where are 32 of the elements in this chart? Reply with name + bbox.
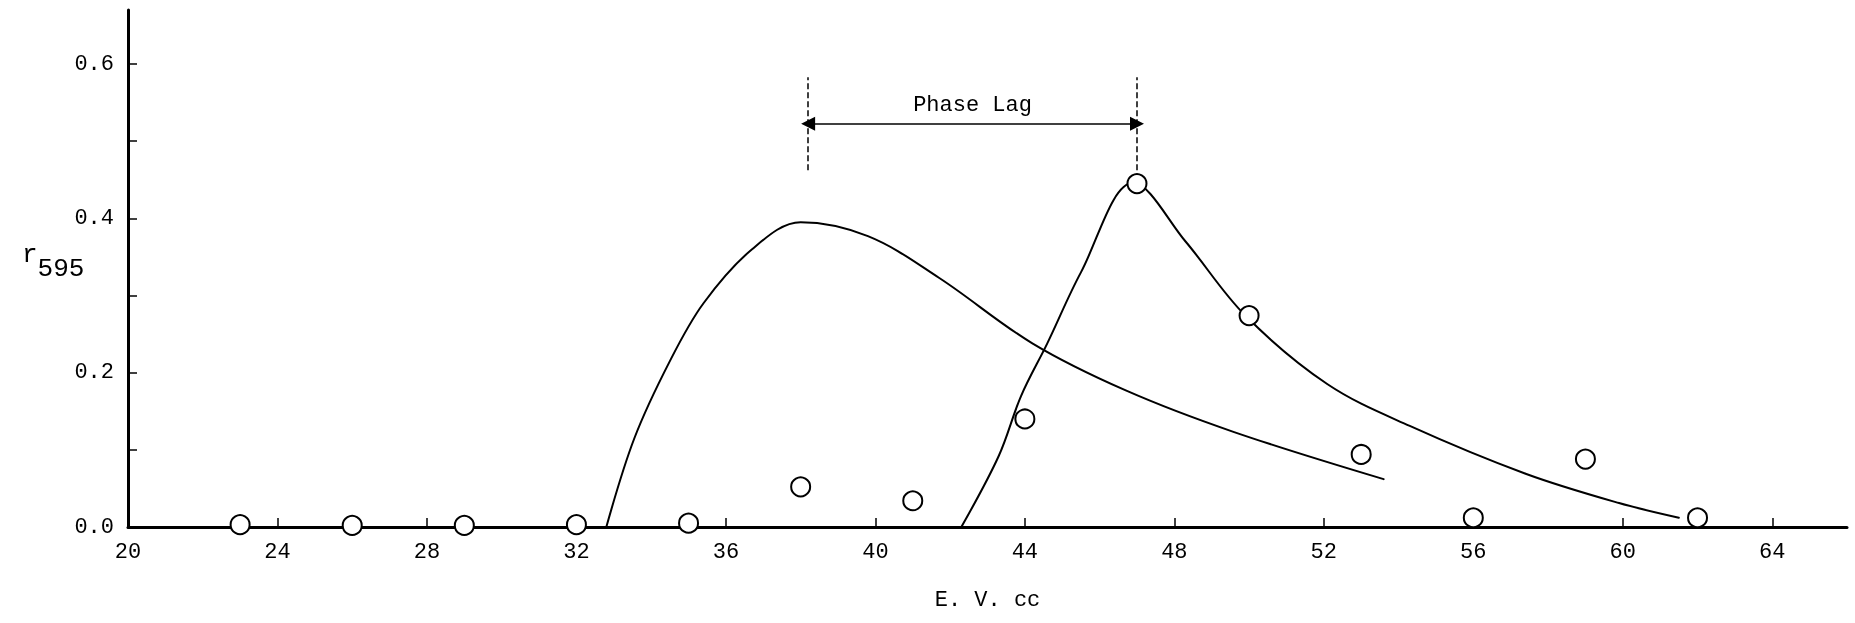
- x-tick-label: 20: [114, 539, 142, 565]
- point: [341, 514, 363, 536]
- x-tick-label: 24: [264, 539, 291, 565]
- x-tick-label: 56: [1460, 539, 1487, 565]
- point: [902, 490, 924, 512]
- point: [678, 512, 700, 534]
- point: [1350, 443, 1372, 465]
- x-axis-title: E. V. cc: [934, 587, 1041, 613]
- x-tick-label: 44: [1011, 539, 1039, 565]
- point: [565, 514, 587, 536]
- point: [1238, 305, 1260, 327]
- y-tick-label: 0.6: [74, 51, 114, 77]
- x-tick-label: 40: [862, 539, 889, 565]
- point: [229, 514, 251, 536]
- x-tick-label: 28: [413, 539, 441, 565]
- point: [1574, 448, 1596, 470]
- y-tick-label: 0.0: [74, 514, 114, 540]
- x-tick-label: 64: [1759, 539, 1786, 565]
- y-tick-label: 0.4: [74, 205, 114, 231]
- point: [1014, 408, 1036, 430]
- x-tick-label: 60: [1609, 539, 1636, 565]
- point: [790, 476, 812, 498]
- y-tick-label: 0.2: [74, 360, 114, 386]
- point: [453, 514, 475, 536]
- x-tick-label: 32: [563, 539, 590, 565]
- point: [1462, 507, 1484, 529]
- x-tick-label: 36: [712, 539, 740, 565]
- annotation: Phase Lag: [913, 93, 1032, 119]
- point: [1687, 507, 1709, 529]
- point: [1126, 173, 1148, 195]
- x-tick-label: 52: [1310, 539, 1338, 565]
- x-tick-label: 48: [1161, 539, 1188, 565]
